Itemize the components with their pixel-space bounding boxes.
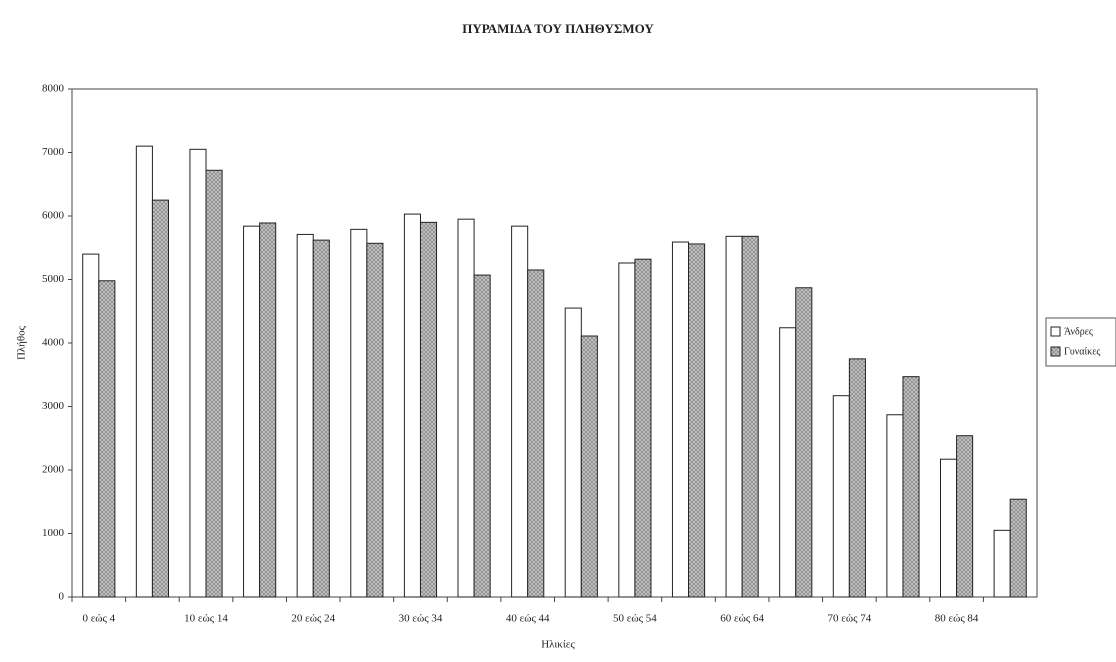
bar xyxy=(259,222,277,598)
bar xyxy=(527,269,545,598)
x-tick-label: 20 εώς 24 xyxy=(291,613,335,625)
x-tick-label: 80 εώς 84 xyxy=(935,613,979,625)
bar xyxy=(779,327,797,598)
bar xyxy=(1009,498,1027,598)
bar xyxy=(725,235,743,598)
bar xyxy=(618,262,636,598)
legend-box xyxy=(1045,317,1116,367)
y-tick-label: 6000 xyxy=(42,210,65,222)
x-tick-label: 70 εώς 74 xyxy=(828,613,872,625)
bar xyxy=(993,529,1011,598)
bar xyxy=(457,218,475,598)
bar xyxy=(366,242,384,598)
y-tick-label: 4000 xyxy=(42,337,65,349)
bar xyxy=(205,169,223,598)
bar xyxy=(848,358,866,598)
bar xyxy=(243,225,261,598)
x-tick-label: 30 εώς 34 xyxy=(399,613,443,625)
bar xyxy=(473,274,491,598)
bar xyxy=(189,148,207,598)
bar xyxy=(82,253,100,598)
x-tick-label: 40 εώς 44 xyxy=(506,613,550,625)
bar xyxy=(419,221,438,598)
bar xyxy=(296,233,314,598)
legend-label: Γυναίκες xyxy=(1064,346,1100,357)
bar xyxy=(956,435,974,598)
legend-swatch xyxy=(1050,326,1061,337)
bar xyxy=(580,335,598,598)
legend-swatch xyxy=(1050,346,1061,357)
bar xyxy=(634,258,652,598)
y-tick-label: 2000 xyxy=(42,464,65,476)
bar xyxy=(671,241,690,598)
x-tick-label: 10 εώς 14 xyxy=(184,613,228,625)
y-tick-label: 7000 xyxy=(42,146,65,158)
bar xyxy=(135,145,153,598)
chart-title: ΠΥΡΑΜΙΔΑ ΤΟΥ ΠΛΗΘΥΣΜΟΥ xyxy=(462,21,654,36)
y-tick-label: 3000 xyxy=(42,400,65,412)
x-tick-label: 60 εώς 64 xyxy=(720,613,764,625)
bar xyxy=(564,307,582,598)
bar xyxy=(902,376,920,598)
bar xyxy=(511,225,529,598)
bar xyxy=(312,239,330,598)
x-tick-label: 50 εώς 54 xyxy=(613,613,657,625)
bar xyxy=(832,395,850,598)
bar xyxy=(741,235,759,598)
bar xyxy=(688,243,706,598)
legend-label: Άνδρες xyxy=(1064,326,1093,337)
bar xyxy=(403,213,421,598)
bar xyxy=(98,280,116,598)
bar xyxy=(940,458,958,598)
bar xyxy=(350,228,368,598)
x-tick-label: 0 εώς 4 xyxy=(82,613,115,625)
bar xyxy=(795,287,813,598)
y-tick-label: 1000 xyxy=(42,527,65,539)
bar xyxy=(886,414,904,598)
y-tick-label: 0 xyxy=(59,591,65,603)
y-tick-label: 8000 xyxy=(42,83,65,95)
x-axis-label: Ηλικίες xyxy=(541,639,575,651)
y-tick-label: 5000 xyxy=(42,273,65,285)
y-axis-label: Πλήθος xyxy=(16,325,28,360)
bar xyxy=(151,199,170,598)
